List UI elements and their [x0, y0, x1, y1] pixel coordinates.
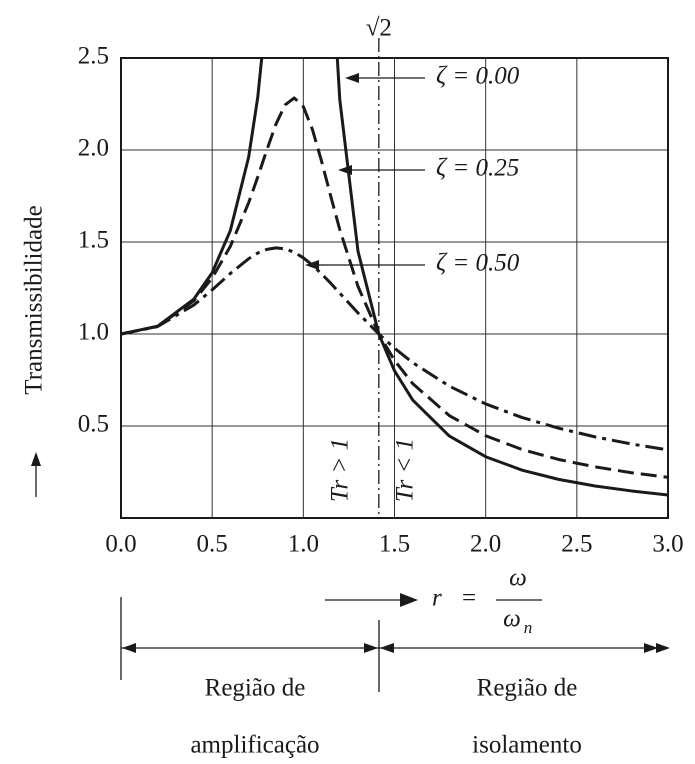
x-tick-label: 1.0 [288, 531, 319, 558]
reference-label: √2 [366, 15, 392, 42]
x-label-variable: r [432, 585, 442, 612]
arrowhead [656, 643, 670, 653]
legend-label: ζ = 0.25 [436, 155, 519, 182]
label-arrowhead [338, 165, 352, 175]
x-tick-label: 2.0 [470, 531, 501, 558]
y-tick-label: 2.0 [78, 135, 109, 162]
x-tick-label: 3.0 [652, 531, 683, 558]
x-label-arrowhead [400, 593, 418, 607]
x-tick-label: 0.0 [105, 531, 136, 558]
arrowhead [364, 643, 378, 653]
label-arrowhead [305, 260, 319, 270]
y-axis-label: Transmissibilidade [21, 205, 48, 394]
x-tick-label: 2.5 [561, 531, 592, 558]
curve [121, 96, 668, 479]
arrowhead [644, 643, 658, 653]
x-label-denominator: ω [503, 606, 521, 633]
label-arrowhead [345, 73, 359, 83]
region-label: amplificação [190, 732, 319, 759]
x-label-equals: = [462, 585, 476, 612]
plot-frame [120, 57, 669, 519]
region-label: Região de [477, 675, 578, 702]
y-tick-label: 1.5 [78, 227, 109, 254]
plot-area [121, 58, 668, 497]
region-label: Região de [205, 675, 306, 702]
annotation: Tr > 1 [327, 438, 354, 502]
legend-label: ζ = 0.50 [436, 250, 520, 277]
x-tick-label: 0.5 [197, 531, 228, 558]
region-label: isolamento [472, 732, 582, 759]
y-tick-label: 2.5 [78, 43, 109, 70]
annotation: Tr < 1 [392, 438, 419, 502]
legend-label: ζ = 0.00 [436, 63, 520, 90]
x-tick-label: 1.5 [379, 531, 410, 558]
arrowhead [380, 643, 394, 653]
x-label-numerator: ω [509, 565, 527, 592]
y-tick-label: 0.5 [78, 411, 109, 438]
arrowhead [122, 643, 136, 653]
y-tick-label: 1.0 [78, 319, 109, 346]
y-label-arrowhead [31, 452, 41, 466]
x-label-subscript: n [524, 618, 533, 637]
